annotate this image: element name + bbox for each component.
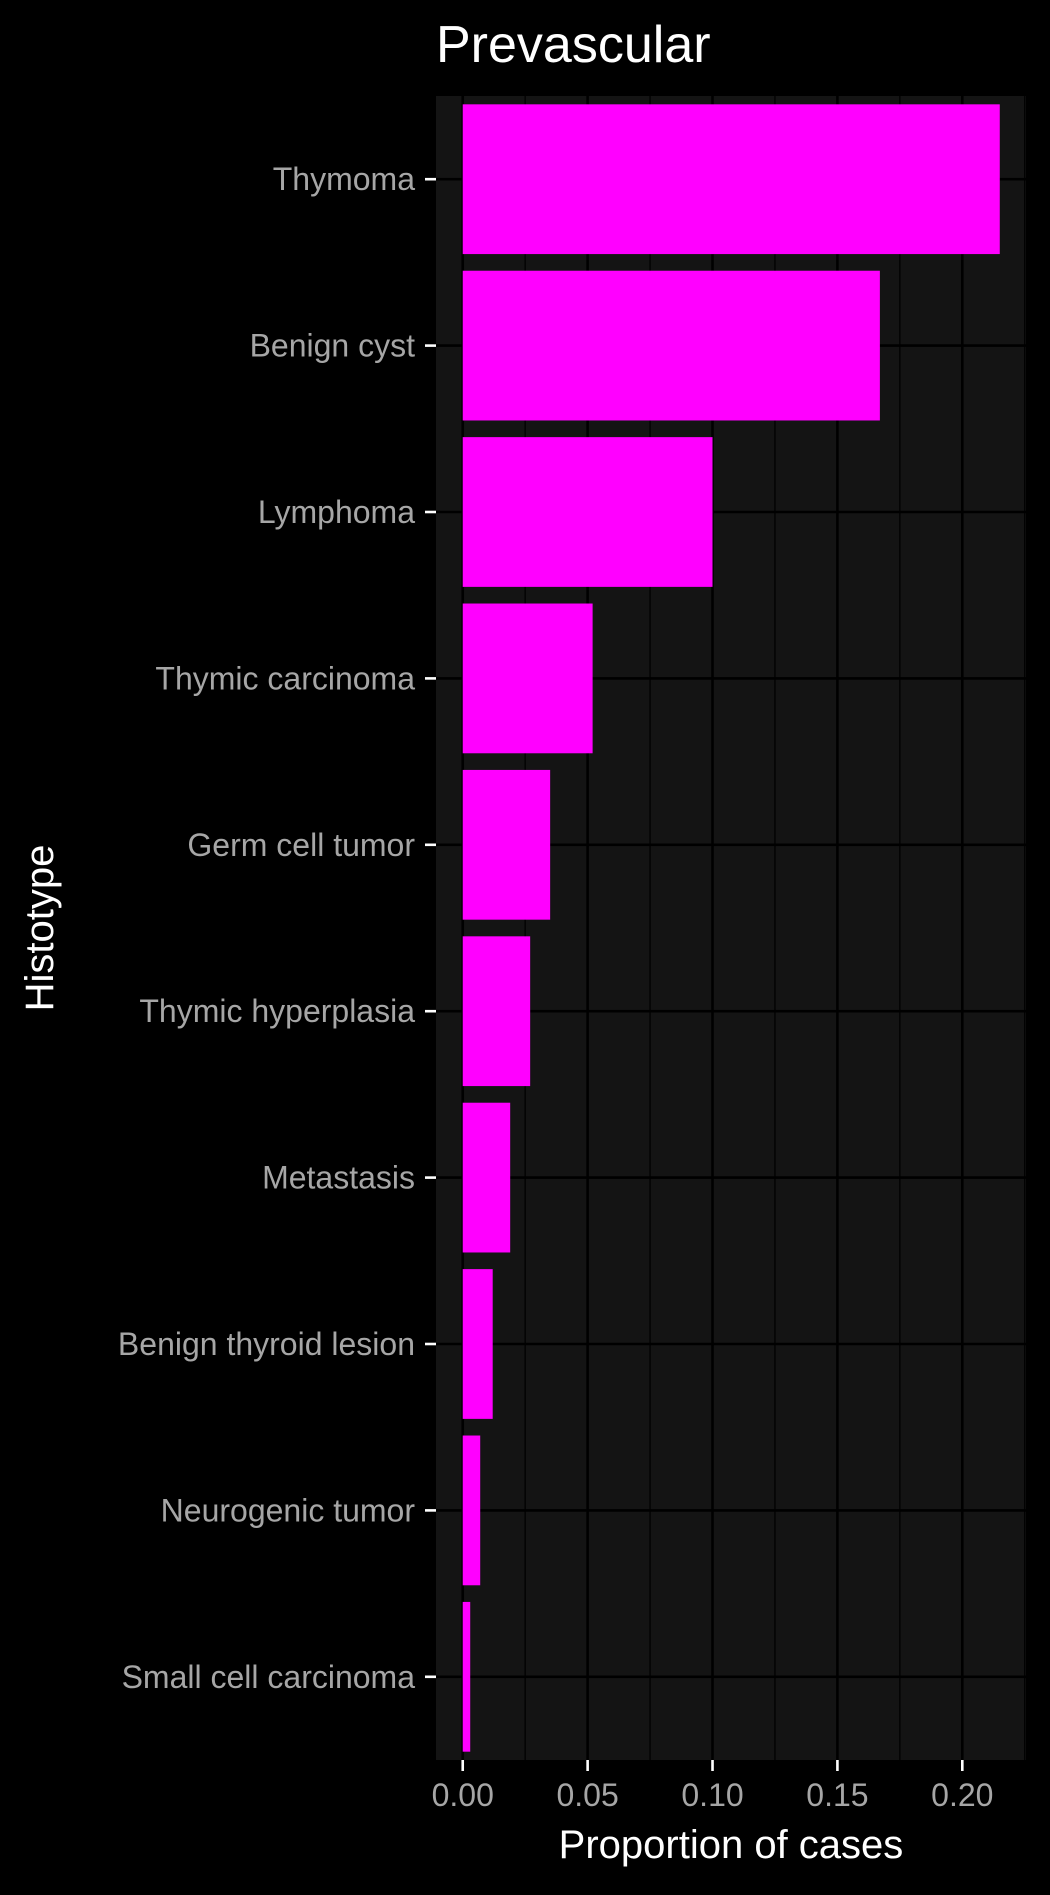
x-tick-label: 0.20 <box>931 1777 993 1813</box>
x-tick-label: 0.00 <box>432 1777 494 1813</box>
bar <box>462 1102 511 1253</box>
bar <box>462 936 531 1087</box>
bar <box>462 270 880 421</box>
y-tick-label: Thymic hyperplasia <box>139 993 415 1029</box>
x-tick-label: 0.05 <box>556 1777 618 1813</box>
x-axis: 0.00 0.05 0.10 0.15 0.20 <box>432 1760 993 1813</box>
y-axis: Thymoma Benign cyst Lymphoma Thymic carcino… <box>118 161 436 1695</box>
bar <box>462 1601 471 1752</box>
y-tick-label: Lymphoma <box>258 494 415 530</box>
bars <box>462 104 1000 1752</box>
y-tick-label: Small cell carcinoma <box>122 1659 416 1695</box>
bar <box>462 1269 493 1419</box>
y-tick-label: Benign cyst <box>250 328 416 364</box>
bar <box>462 769 551 920</box>
y-tick-label: Metastasis <box>262 1160 415 1196</box>
bar <box>462 603 593 754</box>
y-tick-label: Benign thyroid lesion <box>118 1326 415 1362</box>
x-axis-title: Proportion of cases <box>559 1823 904 1867</box>
y-tick-label: Germ cell tumor <box>187 827 415 863</box>
bar <box>462 1435 481 1586</box>
x-tick-label: 0.10 <box>681 1777 743 1813</box>
y-tick-label: Thymoma <box>273 161 415 197</box>
y-tick-label: Neurogenic tumor <box>161 1492 416 1528</box>
bar <box>462 104 1000 255</box>
bar <box>462 437 713 587</box>
y-axis-title: Histotype <box>18 845 62 1012</box>
x-tick-label: 0.15 <box>806 1777 868 1813</box>
y-tick-label: Thymic carcinoma <box>155 660 415 696</box>
chart-title: Prevascular <box>436 16 711 74</box>
